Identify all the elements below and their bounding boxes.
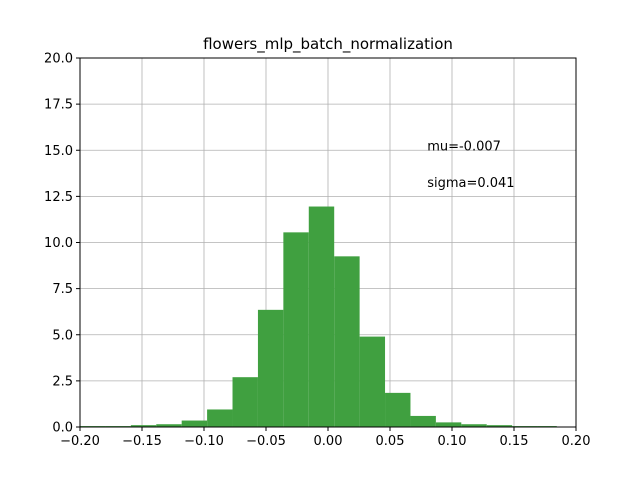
y-tick-label: 2.5 [52,374,73,389]
chart-title: flowers_mlp_batch_normalization [203,35,453,54]
histogram-bar [486,425,513,427]
y-tick-label: 0.0 [52,421,73,436]
x-tick-label: 0.05 [376,434,405,449]
y-tick-label: 17.5 [44,98,73,113]
y-tick-label: 10.0 [44,236,73,251]
histogram-bar [461,424,487,427]
x-tick-label: −0.05 [246,434,286,449]
x-tick-label: −0.15 [122,434,162,449]
histogram-bar [410,415,436,427]
x-tick-label: 0.10 [438,434,467,449]
histogram-bar [207,409,233,427]
y-tick-label: 7.5 [52,282,73,297]
histogram-bar [181,420,208,427]
x-tick-label: 0.20 [562,434,591,449]
histogram-bar [232,377,258,427]
histogram-bar [334,256,360,427]
x-tick-label: −0.20 [60,434,100,449]
histogram-bar [359,336,386,427]
bars [80,206,557,427]
y-tick-label: 12.5 [44,190,73,205]
histogram-bar [308,206,335,427]
x-tick-label: −0.10 [184,434,224,449]
histogram-bar [257,309,284,427]
y-tick-label: 5.0 [52,328,73,343]
histogram-bar [156,424,182,427]
axes: −0.20 −0.15 −0.10 −0.05 0.00 0.05 0.10 0.15 0.20… [44,52,590,450]
histogram-bar [435,422,462,427]
y-tick-label: 15.0 [44,144,73,159]
histogram-bar [283,232,309,427]
histogram-bar [130,425,157,427]
histogram-bar [385,392,411,427]
annotations: mu=-0.007 sigma=0.041 [427,139,514,191]
stat-annotation: sigma=0.041 [427,176,514,191]
y-tick-label: 20.0 [44,52,73,67]
x-tick-label: 0.15 [500,434,529,449]
x-tick-label: 0.00 [314,434,343,449]
stat-annotation: mu=-0.007 [427,139,501,154]
